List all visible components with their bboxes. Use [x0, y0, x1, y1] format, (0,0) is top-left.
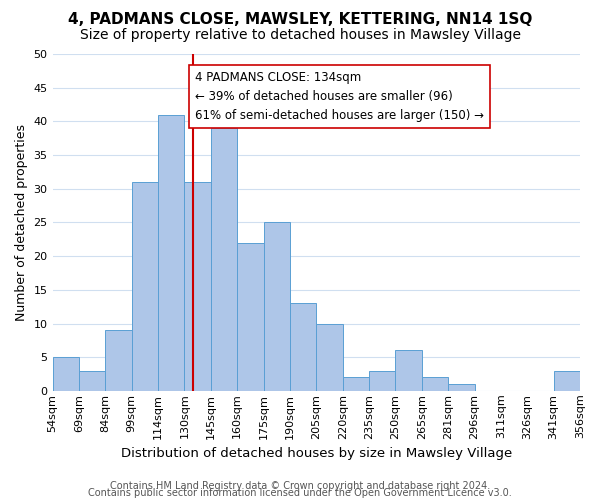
Bar — [316, 324, 343, 391]
Text: Contains HM Land Registry data © Crown copyright and database right 2024.: Contains HM Land Registry data © Crown c… — [110, 481, 490, 491]
Y-axis label: Number of detached properties: Number of detached properties — [15, 124, 28, 321]
Bar — [79, 370, 105, 391]
Text: 4 PADMANS CLOSE: 134sqm
← 39% of detached houses are smaller (96)
61% of semi-de: 4 PADMANS CLOSE: 134sqm ← 39% of detache… — [195, 71, 484, 122]
Text: Contains public sector information licensed under the Open Government Licence v3: Contains public sector information licen… — [88, 488, 512, 498]
Bar — [290, 304, 316, 391]
Bar — [395, 350, 422, 391]
Bar — [105, 330, 131, 391]
Bar — [554, 370, 580, 391]
X-axis label: Distribution of detached houses by size in Mawsley Village: Distribution of detached houses by size … — [121, 447, 512, 460]
Bar — [369, 370, 395, 391]
Bar — [211, 128, 237, 391]
Bar — [263, 222, 290, 391]
Bar — [158, 114, 184, 391]
Bar — [237, 242, 263, 391]
Bar — [422, 378, 448, 391]
Text: Size of property relative to detached houses in Mawsley Village: Size of property relative to detached ho… — [79, 28, 521, 42]
Bar — [448, 384, 475, 391]
Text: 4, PADMANS CLOSE, MAWSLEY, KETTERING, NN14 1SQ: 4, PADMANS CLOSE, MAWSLEY, KETTERING, NN… — [68, 12, 532, 28]
Bar — [343, 378, 369, 391]
Bar — [53, 357, 79, 391]
Bar — [184, 182, 211, 391]
Bar — [131, 182, 158, 391]
